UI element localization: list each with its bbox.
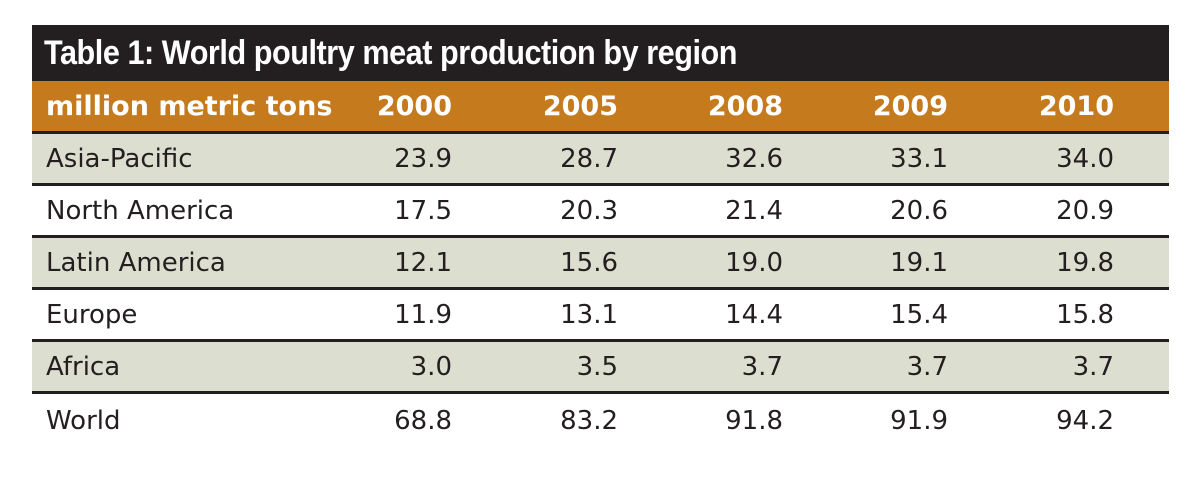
table-cell: 15.8 (1056, 299, 1114, 330)
table-cell: 23.9 (394, 143, 452, 174)
table-cell: 19.1 (890, 247, 948, 278)
table-cell: 13.1 (560, 299, 618, 330)
table-cell: 3.7 (741, 351, 783, 382)
table-cell: 3.7 (906, 351, 948, 382)
column-header-2000: 2000 (376, 90, 452, 122)
table-cell: 94.2 (1056, 406, 1114, 436)
table-cell: 19.8 (1056, 247, 1114, 278)
table-row-latin-america: Latin America 12.1 15.6 19.0 19.1 19.8 (32, 238, 1169, 290)
column-header-2005: 2005 (542, 90, 618, 122)
table-row-asia-pacific: Asia-Pacific 23.9 28.7 32.6 33.1 34.0 (32, 134, 1169, 186)
table-cell: 20.6 (890, 195, 948, 226)
table-cell: 19.0 (725, 247, 783, 278)
table-title: Table 1: World poultry meat production b… (44, 33, 738, 72)
table-cell: 20.9 (1056, 195, 1114, 226)
row-label: Africa (46, 351, 121, 382)
column-header-2010: 2010 (1038, 90, 1114, 122)
row-label: Latin America (46, 247, 226, 278)
table-cell: 3.7 (1072, 351, 1114, 382)
table-cell: 21.4 (725, 195, 783, 226)
table-cell: 15.4 (890, 299, 948, 330)
table-cell: 3.0 (410, 351, 452, 382)
table-cell: 15.6 (560, 247, 618, 278)
table-row-north-america: North America 17.5 20.3 21.4 20.6 20.9 (32, 186, 1169, 238)
row-label: North America (46, 195, 235, 226)
poultry-production-table: Table 1: World poultry meat production b… (32, 25, 1169, 448)
table-cell: 83.2 (560, 406, 618, 436)
table-cell: 33.1 (890, 143, 948, 174)
table-cell: 20.3 (560, 195, 618, 226)
column-header-2008: 2008 (707, 90, 783, 122)
table-cell: 17.5 (394, 195, 452, 226)
table-cell: 3.5 (576, 351, 618, 382)
table-cell: 91.9 (890, 406, 948, 436)
table-cell: 91.8 (725, 406, 783, 436)
table-cell: 28.7 (560, 143, 618, 174)
table-cell: 34.0 (1056, 143, 1114, 174)
row-label: Europe (46, 299, 138, 330)
column-header-2009: 2009 (872, 90, 948, 122)
table-header-row: million metric tons 2000 2005 2008 2009 … (32, 81, 1169, 134)
table-cell: 11.9 (394, 299, 452, 330)
table-cell: 14.4 (725, 299, 783, 330)
table-title-bar: Table 1: World poultry meat production b… (32, 25, 1169, 81)
table-cell: 12.1 (394, 247, 452, 278)
table-row-africa: Africa 3.0 3.5 3.7 3.7 3.7 (32, 342, 1169, 394)
unit-label: million metric tons (46, 90, 333, 122)
table-row-europe: Europe 11.9 13.1 14.4 15.4 15.8 (32, 290, 1169, 342)
table-cell: 68.8 (394, 406, 452, 436)
table-row-world: World 68.8 83.2 91.8 91.9 94.2 (32, 394, 1169, 448)
table-cell: 32.6 (725, 143, 783, 174)
row-label: Asia-Pacific (46, 143, 193, 174)
row-label: World (46, 406, 121, 436)
